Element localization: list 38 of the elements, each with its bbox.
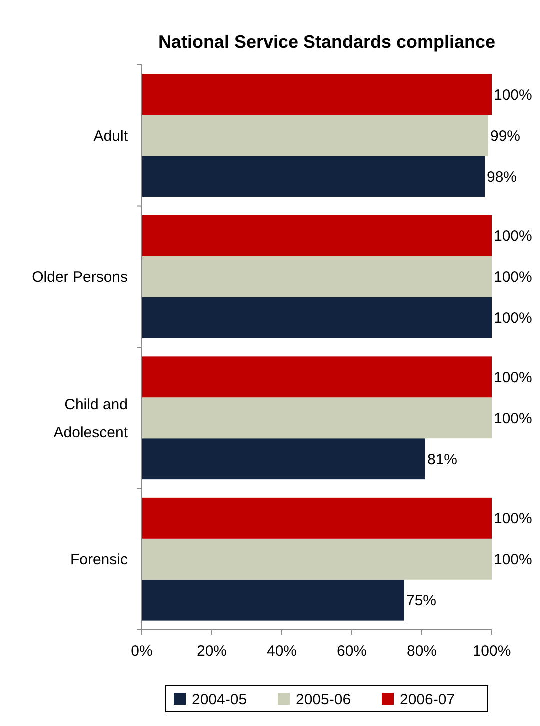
chart-title: National Service Standards compliance [158,32,496,52]
bar [142,297,492,338]
x-tick-label: 80% [406,643,438,660]
bar [142,398,492,439]
legend-label: 2005-06 [296,691,352,708]
x-tick-label: 40% [266,643,298,660]
bar [142,215,492,256]
data-label: 100% [494,269,532,286]
y-tick-label: Child and Adolescent [54,396,129,442]
bar [142,538,492,580]
data-label: 81% [428,451,458,468]
x-tick-label: 100% [472,643,512,660]
data-label: 100% [494,410,532,428]
data-label: 98% [487,168,518,186]
bar [142,256,492,298]
x-tick-label: 0% [131,643,153,660]
y-tick-label: Adult [94,128,129,145]
x-tick-label: 20% [196,643,228,660]
data-label: 100% [494,369,532,386]
data-label: 100% [494,510,532,528]
data-label: 100% [494,552,532,569]
data-label: 100% [494,310,532,328]
bar [142,156,485,198]
data-label: 100% [494,86,532,104]
legend-label: 2004-05 [192,691,248,708]
bar [142,74,492,116]
y-tick-label: Forensic [70,552,128,569]
x-tick-label: 60% [336,643,368,660]
bar [142,498,492,539]
data-label: 75% [406,592,437,610]
bar [142,115,488,156]
legend-label: 2006-07 [400,691,456,708]
data-label: 100% [494,228,532,246]
data-label: 99% [490,128,521,145]
bar [142,438,426,480]
bar [142,580,404,621]
y-tick-label: Older Persons [32,269,128,286]
bar [142,356,492,398]
